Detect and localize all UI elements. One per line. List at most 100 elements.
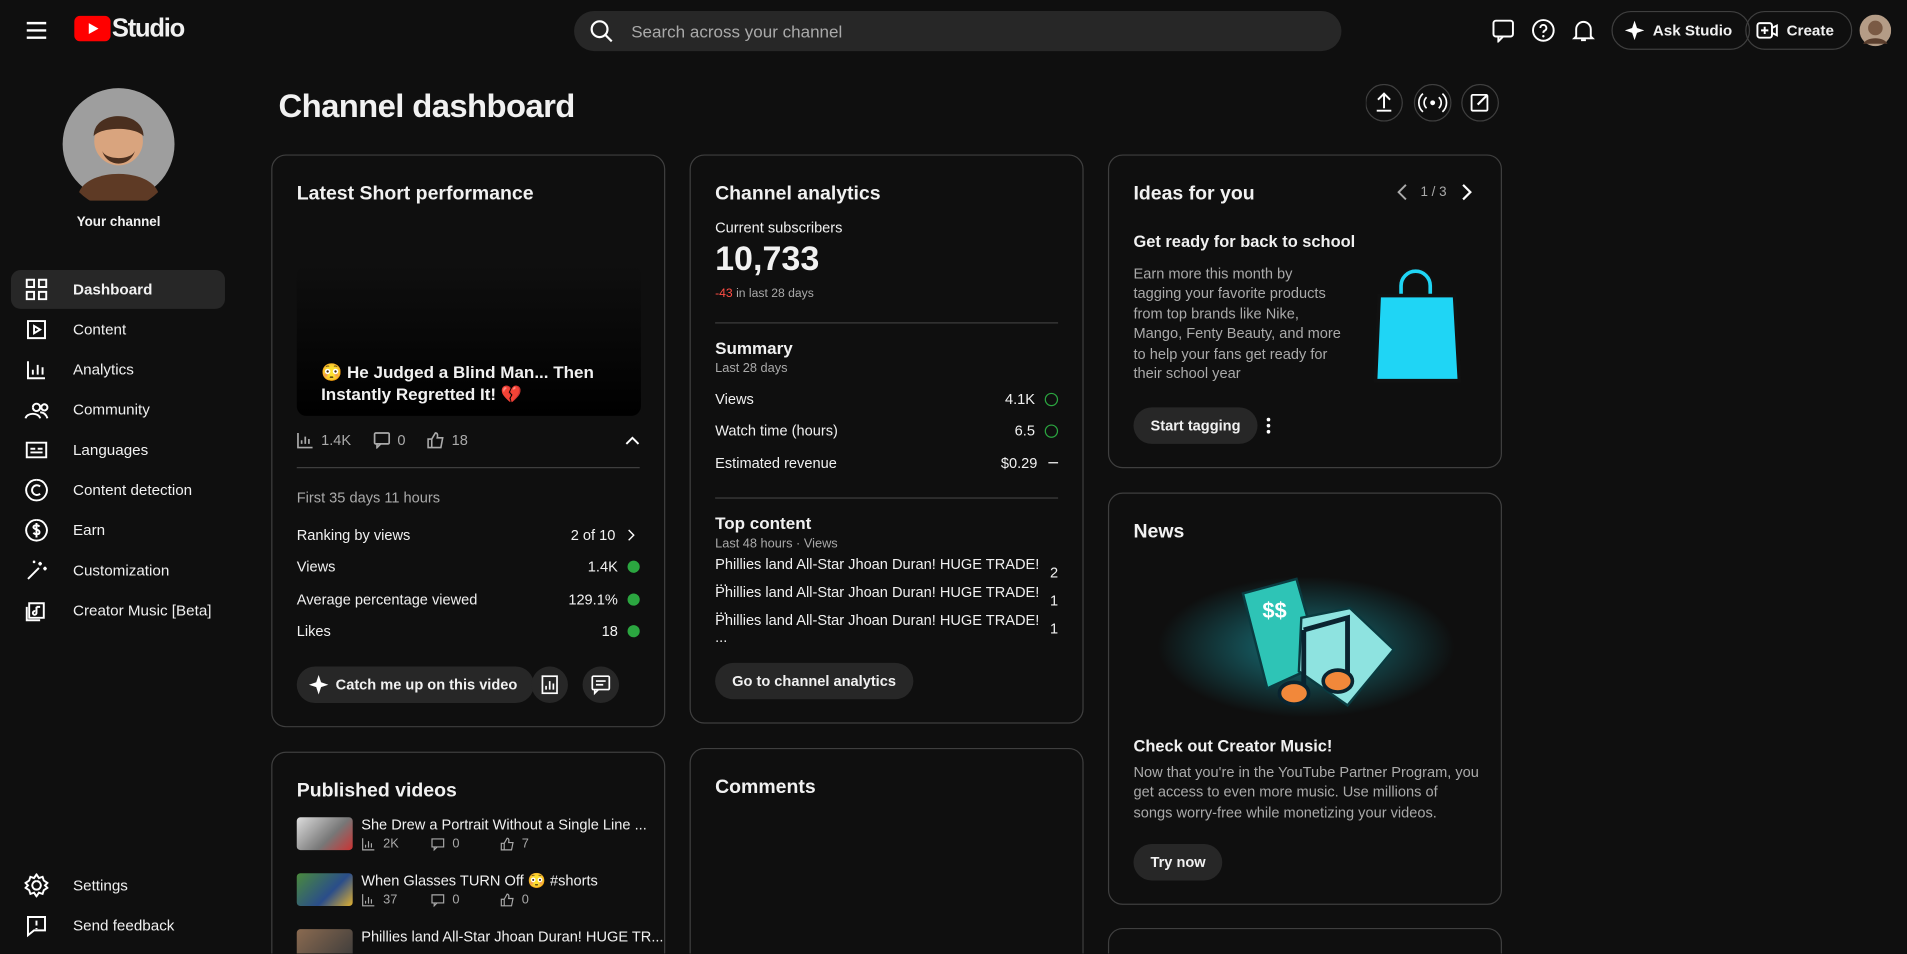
search-box[interactable]: Search across your channel [574,10,1342,52]
summary-label: Estimated revenue [715,454,837,472]
catch-up-button[interactable]: Catch me up on this video [296,666,535,703]
video-title[interactable]: She Drew a Portrait Without a Single Lin… [361,816,647,834]
likes-count: 7 [521,836,529,852]
nav-item[interactable]: Dashboard [10,269,225,309]
nav-item[interactable]: Community [11,390,225,429]
upload-button[interactable] [1365,83,1403,122]
short-stats: 1.4K 0 18 [297,432,490,449]
subscribers-count: 10,733 [715,239,820,278]
summary-label: Watch time (hours) [715,422,838,440]
prev-button[interactable] [1396,184,1408,201]
notifications-icon[interactable] [1571,18,1595,42]
top-content-title: Top content [715,513,812,533]
views-stat: 37 [361,893,430,907]
icon-svg [362,894,375,907]
metric-row: Likes 18 [297,619,640,643]
go-analytics-button[interactable]: Go to channel analytics [715,662,913,700]
summary-number: $0.29 [1000,454,1038,472]
creator-music-illustration: $$ [1157,576,1455,718]
icon [11,558,73,582]
nav-label: Creator Music [Beta] [72,602,212,620]
icon-svg [25,441,48,459]
icon [11,873,73,898]
post-button[interactable] [1461,83,1499,122]
video-thumbnail[interactable] [296,817,353,851]
live-button[interactable] [1413,83,1452,122]
nav-item[interactable]: Earn [11,511,225,550]
nav-item[interactable]: Customization [11,551,225,590]
idea-body: Earn more this month by tagging your fav… [1133,265,1341,382]
ask-studio-button[interactable]: Ask Studio [1611,10,1751,50]
top-content-row[interactable]: Phillies land All-Star Jhoan Duran! HUGE… [715,584,1058,618]
create-button[interactable]: Create [1745,10,1853,50]
nav-item[interactable]: Languages [11,431,225,470]
footer-item[interactable]: Send feedback [11,906,225,945]
ideas-card: Ideas for you 1 / 3 Get ready for back t… [1107,154,1502,469]
logo-text[interactable]: Studio [111,14,185,43]
icon [431,837,446,852]
metric-value: 18 [602,623,640,640]
youtube-logo[interactable] [74,15,111,42]
start-tagging-button[interactable]: Start tagging [1133,407,1258,444]
nav-item[interactable]: Creator Music [Beta] [11,591,225,630]
nav-label: Customization [72,561,170,579]
icon [500,893,515,908]
footer-label: Send feedback [72,917,175,935]
nav-item[interactable]: Analytics [11,350,225,389]
card-title: Channel analytics [715,183,881,205]
neutral-indicator [1048,461,1059,464]
sparkle-icon [1624,20,1645,41]
metric-number: 18 [601,622,618,640]
icon [11,358,73,382]
metric-row: Views 1.4K [297,555,640,579]
summary-label: Views [715,390,754,408]
nav-item[interactable]: Content [11,310,225,349]
account-avatar[interactable] [1859,14,1892,47]
footer-item[interactable]: Settings [11,866,225,905]
metric-number: 2 of 10 [570,526,616,544]
short-thumbnail[interactable]: 😳 He Judged a Blind Man... Then Instantl… [296,265,641,416]
channel-avatar[interactable] [62,88,175,201]
next-button[interactable] [1461,184,1473,201]
icon-svg [26,361,45,380]
icon [11,913,73,938]
video-title: Phillies land All-Star Jhoan Duran! HUGE… [715,555,1040,590]
pager: 1 / 3 [1420,184,1447,200]
icon-svg [27,560,47,580]
likes-count: 18 [451,431,468,449]
video-title: Phillies land All-Star Jhoan Duran! HUGE… [715,583,1040,618]
icon-svg [431,894,445,908]
divider [715,322,1059,324]
icon [11,518,73,542]
nav-item[interactable]: Content detection [11,471,225,510]
change-value: -43 [715,287,733,301]
top-content-row[interactable]: Phillies land All-Star Jhoan Duran! HUGE… [715,556,1058,590]
nav-label: Content detection [72,481,193,499]
trend-up-indicator [627,561,640,574]
short-title[interactable]: 😳 He Judged a Blind Man... Then Instantl… [321,362,594,404]
shopping-bag-illustration [1373,268,1462,383]
menu-button[interactable] [24,19,48,41]
feedback-icon[interactable] [1491,18,1515,43]
help-icon[interactable] [1531,18,1555,42]
collapse-button[interactable] [625,434,640,446]
nav-label: Dashboard [72,280,153,298]
video-thumbnail[interactable] [296,929,353,954]
comments-card: Comments [689,747,1084,954]
video-stats: 2K 0 7 [361,836,569,852]
divider [715,497,1059,499]
video-title[interactable]: Phillies land All-Star Jhoan Duran! HUGE… [361,927,664,945]
video-views: 1 [1049,620,1059,638]
video-title[interactable]: When Glasses TURN Off 😳 #shorts [361,872,598,890]
more-button[interactable] [1265,416,1272,435]
video-thumbnail[interactable] [296,873,353,907]
comments-button[interactable] [582,666,620,703]
top-content-row[interactable]: Phillies land All-Star Jhoan Duran! HUGE… [715,612,1059,646]
try-now-button[interactable]: Try now [1133,844,1223,881]
comments-count: 0 [452,892,460,908]
video-title: Phillies land All-Star Jhoan Duran! HUGE… [715,611,1040,646]
metric-label: Ranking by views [296,526,411,544]
summary-period: Last 28 days [715,361,788,376]
analytics-button[interactable] [531,666,568,703]
